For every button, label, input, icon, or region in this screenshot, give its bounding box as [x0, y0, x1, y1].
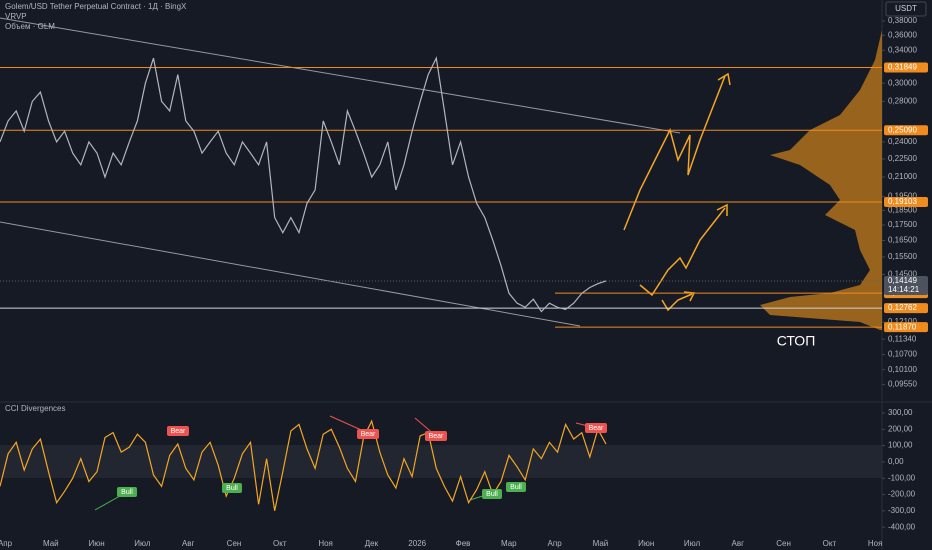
bull-badge: [482, 489, 502, 499]
bull-badge: [222, 483, 242, 493]
x-tick-label: Мар: [501, 539, 517, 548]
y-tick-label: 200,00: [888, 424, 913, 433]
y-tick-label: -400,00: [888, 522, 916, 531]
bear-badge: [425, 431, 447, 441]
y-tick-label: 300,00: [888, 408, 913, 417]
y-tick-label: 0,10100: [888, 365, 917, 374]
indicator-name: Объем · GLM: [5, 22, 55, 31]
countdown: 14:14:21: [888, 285, 920, 294]
bear-badge: [167, 426, 189, 436]
bull-label: Bull: [510, 484, 522, 491]
x-tick-label: Ноя: [868, 539, 883, 548]
y-tick-label: 0,38000: [888, 16, 917, 25]
y-tick-label: 0,09550: [888, 380, 917, 389]
y-tick-label: 0,24000: [888, 137, 917, 146]
currency[interactable]: USDT: [895, 4, 917, 13]
y-tick-label: 0,30000: [888, 78, 917, 87]
last-price-badge: [884, 275, 928, 295]
bull-label: Bull: [486, 491, 498, 498]
indicator-name: VRVP: [5, 12, 27, 21]
x-tick-label: Июл: [684, 539, 701, 548]
y-tick-label: 0,34000: [888, 45, 917, 54]
y-tick-label: 0,19500: [888, 192, 917, 201]
x-tick-label: Апр: [548, 539, 563, 548]
x-tick-label: Апр: [0, 539, 13, 548]
y-tick-label: 0,16500: [888, 236, 917, 245]
volume-profile: [760, 30, 882, 330]
x-tick-label: Окт: [273, 539, 287, 548]
x-tick-label: Авг: [732, 539, 745, 548]
x-tick-label: Окт: [823, 539, 837, 548]
y-tick-label: 0,28000: [888, 96, 917, 105]
x-tick-label: Май: [593, 539, 609, 548]
cci-line: [0, 419, 607, 511]
indicator-title: CCI Divergences: [5, 404, 65, 413]
level-badge: [884, 125, 928, 136]
y-tick-label: 0,17500: [888, 220, 917, 229]
y-tick-label: -300,00: [888, 506, 916, 515]
x-tick-label: 2026: [408, 539, 426, 548]
bull-label: Bull: [121, 489, 133, 496]
level-badge: [884, 303, 928, 314]
x-tick-label: Фев: [456, 539, 471, 548]
level-badge: [884, 62, 928, 73]
x-tick-label: Июн: [89, 539, 105, 548]
bear-badge: [585, 423, 607, 433]
y-tick-label: 0,22500: [888, 154, 917, 163]
x-tick-label: Ноя: [318, 539, 333, 548]
x-tick-label: Авг: [182, 539, 195, 548]
x-tick-label: Июл: [134, 539, 151, 548]
level-badge: [884, 322, 928, 333]
bull-label: Bull: [226, 485, 238, 492]
level-badge: [884, 196, 928, 207]
x-tick-label: Сен: [227, 539, 242, 548]
level-label: 0,11870: [888, 322, 917, 331]
y-tick-label: 0,12100: [888, 317, 917, 326]
bear-label: Bear: [589, 425, 604, 432]
y-tick-label: 0,10700: [888, 350, 917, 359]
x-tick-label: Дек: [365, 539, 379, 548]
y-tick-label: 0,36000: [888, 30, 917, 39]
price-line: [0, 56, 607, 313]
y-tick-label: 0,21000: [888, 172, 917, 181]
level-label: 0,12762: [888, 303, 917, 312]
cci-band: [0, 445, 882, 478]
y-tick-label: 0,14500: [888, 270, 917, 279]
currency-button[interactable]: [885, 1, 927, 17]
level-label: 0,31849: [888, 63, 917, 72]
y-tick-label: -100,00: [888, 473, 916, 482]
level-label: 0,25090: [888, 125, 917, 134]
y-tick-label: -200,00: [888, 490, 916, 499]
bear-label: Bear: [171, 428, 186, 435]
y-tick-label: 0,11340: [888, 334, 917, 343]
x-tick-label: Сен: [776, 539, 791, 548]
stop-label: СТОП: [777, 333, 816, 349]
bull-badge: [506, 482, 526, 492]
bear-badge: [357, 429, 379, 439]
last-price: 0,14149: [888, 276, 917, 285]
trend-line: [0, 17, 681, 134]
x-tick-label: Май: [43, 539, 59, 548]
bear-label: Bear: [361, 431, 376, 438]
trend-line: [0, 221, 581, 327]
bear-label: Bear: [429, 433, 444, 440]
y-tick-label: 100,00: [888, 441, 913, 450]
bull-badge: [117, 487, 137, 497]
y-tick-label: 0,00: [888, 457, 904, 466]
x-tick-label: Июн: [638, 539, 654, 548]
level-label: 0,19103: [888, 197, 917, 206]
y-tick-label: 0,15500: [888, 252, 917, 261]
chart-title: Golem/USD Tether Perpetual Contract · 1Д…: [5, 2, 187, 11]
y-tick-label: 0,18500: [888, 206, 917, 215]
